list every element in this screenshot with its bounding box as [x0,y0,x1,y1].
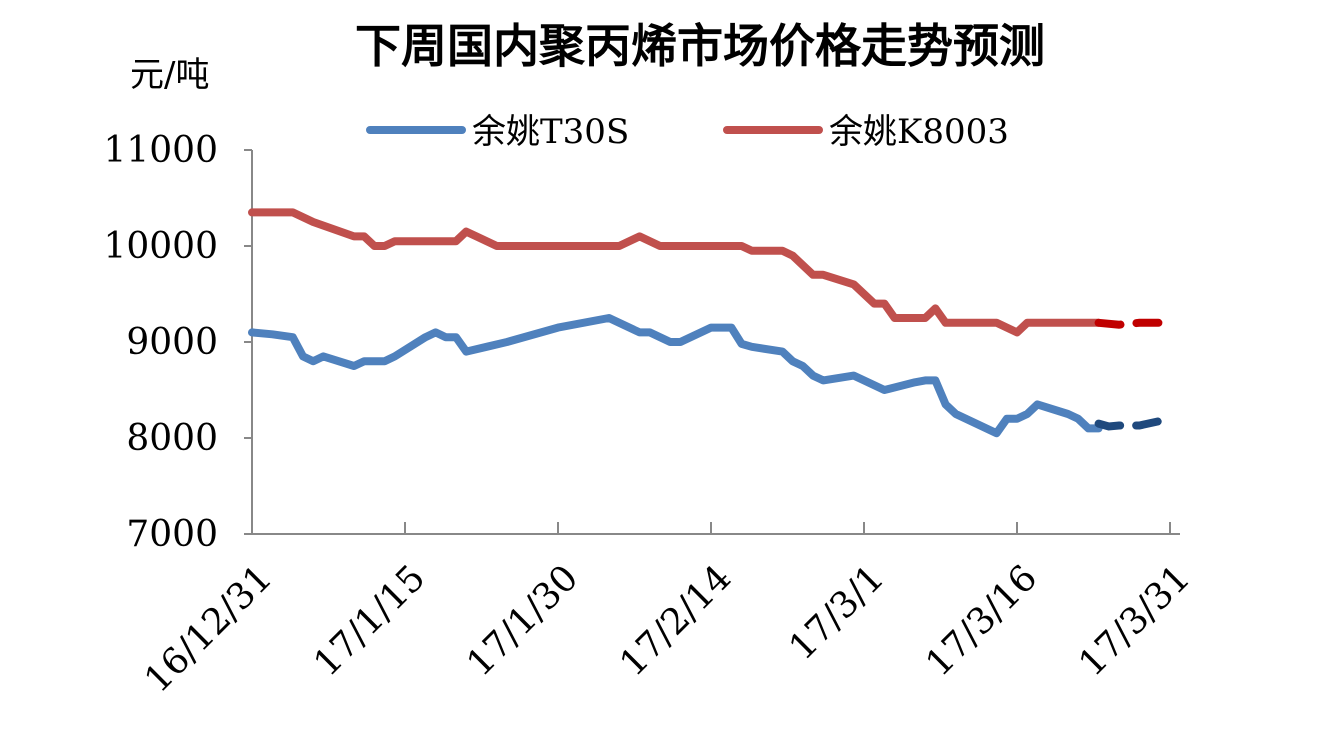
x-tick-label: 16/12/31 [137,557,280,700]
series-line [248,208,1103,337]
x-tick-label: 17/3/1 [781,557,892,668]
chart-series [248,208,1174,438]
x-tick-label: 17/2/14 [612,557,739,684]
x-tick-label: 17/1/30 [459,557,586,684]
series-forecast-line [1094,318,1174,329]
x-tick-label: 17/3/31 [1071,557,1198,684]
x-tick-label: 17/1/15 [306,557,433,684]
y-tick-label: 11000 [103,130,218,171]
y-tick-label: 7000 [126,514,218,555]
y-tick-label: 9000 [126,322,218,363]
series-line [248,314,1103,438]
chart-legend: 余姚T30S 余姚K8003 [366,112,1009,152]
legend-label: 余姚T30S [472,112,629,152]
series-forecast-line [1094,414,1174,431]
chart-title: 下周国内聚丙烯市场价格走势预测 [355,19,1045,73]
y-axis-unit-label: 元/吨 [130,55,209,95]
y-tick-label: 8000 [126,418,218,459]
legend-label: 余姚K8003 [829,112,1009,152]
y-tick-label: 10000 [103,226,218,267]
x-tick-label: 17/3/16 [918,557,1045,684]
